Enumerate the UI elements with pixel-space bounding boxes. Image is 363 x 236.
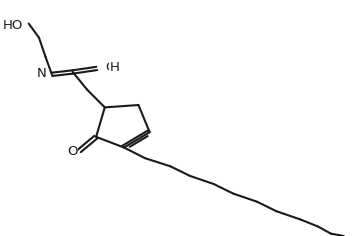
Text: N: N (37, 67, 47, 80)
Text: O: O (67, 144, 77, 158)
Text: H: H (110, 61, 120, 74)
Text: HO: HO (3, 19, 23, 33)
Text: O: O (105, 61, 115, 74)
